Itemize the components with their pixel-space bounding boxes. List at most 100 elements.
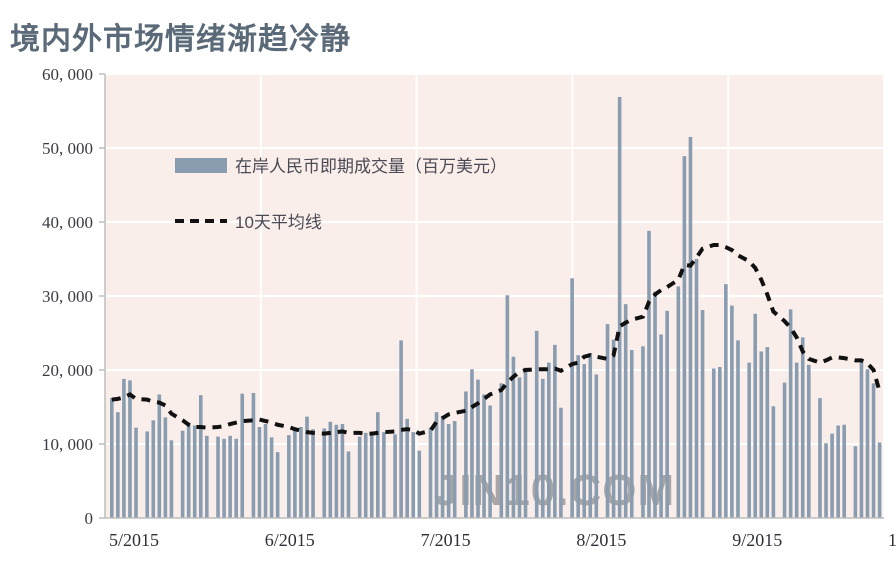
bar [305, 416, 309, 518]
bar [470, 369, 474, 518]
y-axis-tick-label: 60, 000 [42, 65, 93, 84]
bar [534, 330, 539, 518]
bar [782, 382, 787, 518]
bar [582, 364, 587, 518]
bar [570, 278, 574, 518]
bar [836, 425, 840, 518]
axes [99, 73, 884, 519]
bar [428, 427, 433, 518]
bar [730, 305, 734, 518]
y-axis-tick-label: 10, 000 [42, 435, 93, 454]
x-axis-tick-label: 6/2015 [265, 530, 315, 550]
bar [440, 415, 445, 518]
bar [499, 383, 504, 518]
bar [222, 438, 226, 518]
bar [865, 369, 870, 518]
bar [340, 424, 345, 518]
bar [382, 432, 386, 518]
bar [198, 395, 203, 518]
bar [263, 424, 268, 518]
y-axis-tick-label: 20, 000 [42, 361, 93, 380]
x-axis-tick-label: 7/2015 [421, 530, 471, 550]
bar [205, 435, 209, 518]
bar [617, 96, 622, 518]
bar [128, 380, 132, 518]
bar [192, 425, 197, 518]
bar [257, 426, 262, 518]
bar [357, 436, 362, 518]
bar [788, 309, 793, 518]
bar [800, 337, 805, 518]
bar [605, 324, 610, 518]
bar [588, 352, 593, 518]
bar [759, 351, 764, 518]
bar [682, 156, 687, 518]
y-axis-tick-labels: 0 10, 000 20, 000 30, 000 40, 000 50, 000 60, … [42, 65, 93, 528]
bar [700, 310, 705, 518]
bar [369, 435, 374, 518]
bar [163, 417, 168, 518]
bar [393, 434, 397, 518]
x-axis-tick-label: 10/2015 [888, 530, 896, 550]
bar [818, 398, 822, 518]
bar [240, 393, 245, 518]
bar [110, 398, 114, 518]
bar [523, 367, 528, 518]
y-axis-tick-label: 0 [85, 509, 94, 528]
bar [765, 347, 770, 518]
bar [157, 394, 162, 518]
bar [376, 412, 380, 518]
bar [145, 431, 150, 518]
bar [540, 378, 545, 518]
bar [629, 350, 634, 518]
bar [417, 450, 422, 518]
chart-legend: 在岸人民币即期成交量（百万美元） 10天平均线 [175, 157, 507, 232]
bar [753, 313, 758, 518]
bar [747, 362, 751, 518]
bar [216, 436, 220, 518]
bar [287, 435, 291, 518]
bar [186, 422, 191, 518]
bar [736, 340, 740, 518]
bar [694, 259, 699, 518]
y-axis-tick-label: 50, 000 [42, 139, 93, 158]
bar [641, 346, 645, 518]
bar [405, 418, 409, 518]
legend-swatch-bar [175, 158, 227, 173]
bar [718, 367, 722, 518]
bar [623, 304, 628, 518]
bar [859, 359, 864, 518]
bar [711, 368, 716, 518]
legend-label-bar: 在岸人民币即期成交量（百万美元） [235, 157, 507, 176]
ma-line-path [111, 242, 882, 436]
bar [824, 443, 828, 518]
bar [311, 429, 315, 518]
bar [511, 356, 516, 518]
moving-average-line [111, 242, 882, 436]
bar [505, 295, 510, 518]
bar [328, 421, 333, 518]
bar [659, 334, 663, 518]
bar [553, 344, 557, 518]
bar [116, 412, 120, 518]
bar [446, 424, 451, 518]
bar [647, 230, 651, 518]
bar [411, 432, 416, 518]
bar [806, 364, 811, 518]
bar [334, 424, 339, 518]
x-axis-tick-labels: 5/2015 6/2015 7/2015 8/2015 9/2015 10/2015 [109, 530, 896, 550]
bar [517, 377, 522, 518]
legend-label-line: 10天平均线 [235, 213, 322, 232]
bar [452, 421, 457, 518]
bar [853, 446, 858, 518]
x-axis-tick-label: 8/2015 [576, 530, 626, 550]
bar [228, 435, 232, 518]
bar [877, 442, 882, 518]
bar [676, 286, 681, 518]
bar [688, 136, 693, 518]
bar [299, 426, 303, 518]
bar [576, 355, 580, 518]
